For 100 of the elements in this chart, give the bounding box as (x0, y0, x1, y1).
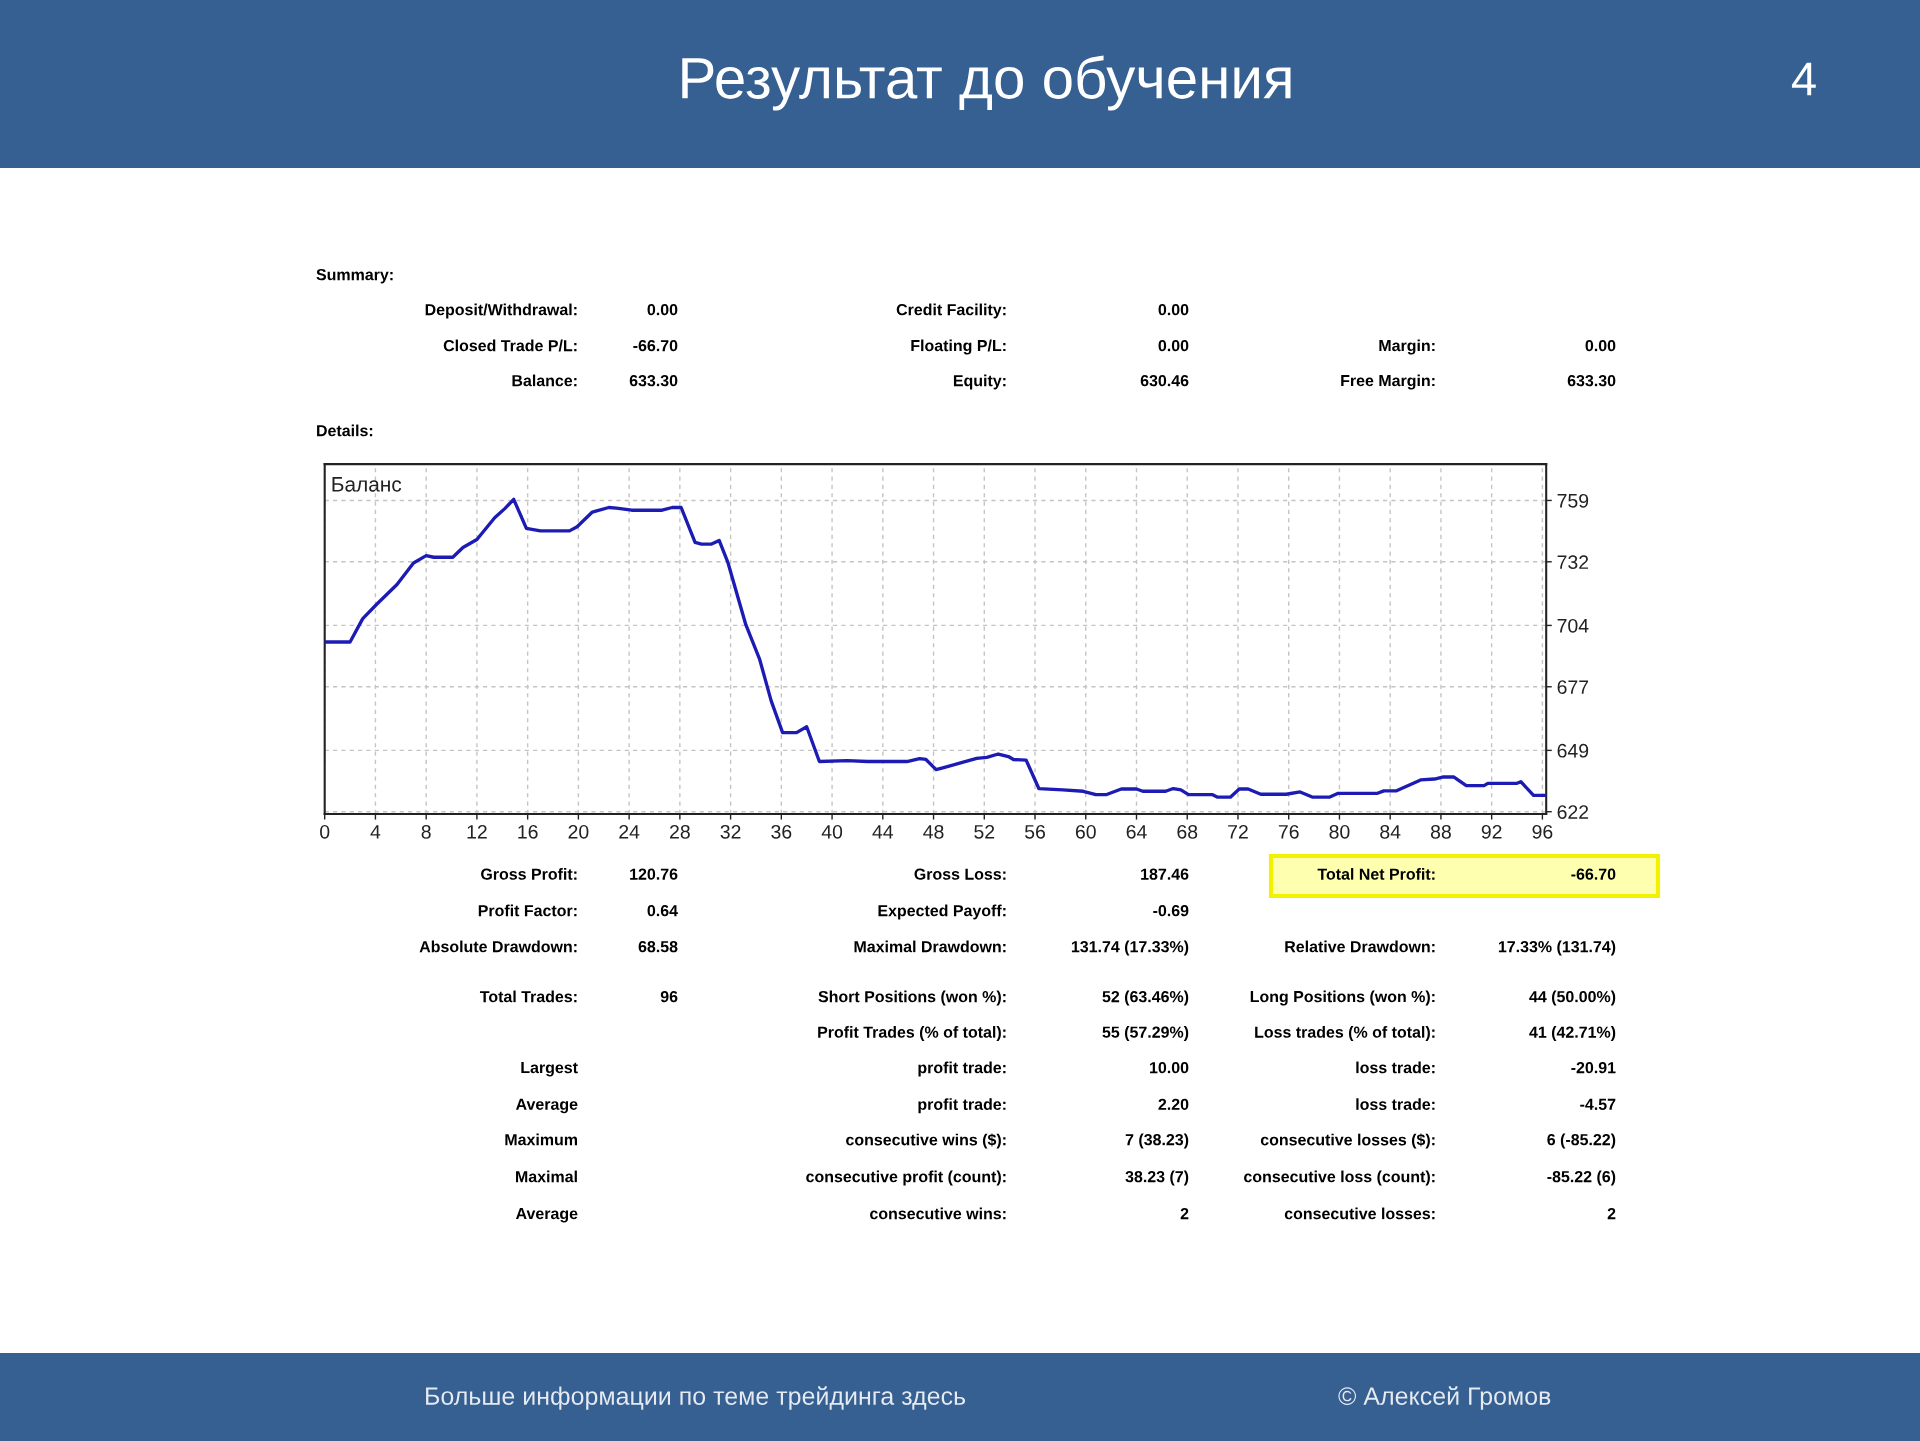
x-tick-label: 80 (1329, 824, 1350, 839)
chart-title: Результат до обучения (682, 55, 1291, 111)
text: © Алексей Громов (1338, 1386, 1551, 1410)
text: loss trade: (1356, 1061, 1435, 1074)
text: Closed Trade P/L: (443, 339, 577, 352)
text: 2 (1607, 1207, 1616, 1220)
text: consecutive losses ($): (1260, 1133, 1435, 1149)
x-tick-label: 56 (1024, 824, 1045, 839)
text: consecutive loss (count): (1244, 1170, 1435, 1186)
text: 6 (-85.22) (1547, 1133, 1616, 1149)
text: 633.30 (629, 374, 678, 387)
text: -66.70 (633, 339, 678, 352)
text: consecutive profit (count): (806, 1170, 1006, 1186)
x-tick-label: 60 (1075, 824, 1096, 839)
text: Details: (317, 424, 373, 437)
x-tick-label: 64 (1126, 824, 1147, 839)
text: 131.74 (17.33%) (1071, 940, 1189, 956)
text: Margin: (1379, 339, 1435, 355)
x-tick-label: 32 (720, 824, 741, 839)
text: Profit Trades (% of total): (818, 1026, 1006, 1041)
text: -85.22 (6) (1547, 1170, 1616, 1186)
text: 44 (50.00%) (1529, 990, 1616, 1006)
x-tick-label: 68 (1177, 824, 1198, 839)
text: 187.46 (1141, 868, 1189, 880)
x-tick-label: 92 (1481, 824, 1502, 839)
text: Relative Drawdown: (1285, 940, 1435, 953)
text: -20.91 (1571, 1061, 1616, 1074)
y-tick-label: 732 (1557, 555, 1589, 570)
text: 2 (1180, 1207, 1189, 1220)
x-tick-label: 8 (421, 824, 431, 839)
text: 0.00 (1158, 303, 1189, 316)
text: 10.00 (1150, 1061, 1189, 1074)
text: 96 (660, 990, 678, 1003)
text: 4 (1791, 62, 1816, 96)
text: Average (515, 1098, 578, 1114)
x-tick-label: 84 (1380, 824, 1401, 839)
x-tick-label: 28 (670, 824, 690, 839)
text: 52 (63.46%) (1102, 990, 1189, 1006)
y-tick-label: 649 (1557, 743, 1589, 758)
text: 7 (38.23) (1125, 1133, 1189, 1149)
text: 0.00 (1585, 339, 1616, 352)
text: consecutive losses: (1284, 1207, 1435, 1220)
text: loss trade: (1356, 1098, 1435, 1110)
text: Total Net Profit: (1317, 868, 1435, 880)
x-tick-label: 88 (1430, 824, 1451, 839)
text: Absolute Drawdown: (419, 940, 577, 953)
text: 2.20 (1158, 1098, 1189, 1110)
text: Gross Loss: (914, 868, 1006, 880)
text: -0.69 (1153, 904, 1189, 917)
text: 55 (57.29%) (1102, 1026, 1189, 1041)
x-tick-label: 12 (467, 824, 487, 839)
text: 633.30 (1567, 374, 1616, 387)
x-tick-label: 76 (1278, 824, 1299, 839)
x-tick-label: 52 (974, 824, 995, 839)
text: Long Positions (won %): (1250, 990, 1435, 1006)
text: Average (515, 1208, 578, 1223)
text: Maximal (516, 1170, 577, 1183)
line-series (324, 497, 1547, 799)
text: Expected Payoff: (878, 904, 1006, 920)
text: consecutive wins: (870, 1207, 1006, 1220)
x-tick-label: 96 (1532, 824, 1553, 839)
text: 41 (42.71%) (1529, 1026, 1616, 1041)
text: 120.76 (630, 868, 678, 880)
text: 0.00 (1158, 339, 1189, 352)
y-tick-label: 704 (1557, 618, 1589, 633)
text: 630.46 (1140, 374, 1189, 387)
text: Short Positions (won %): (818, 990, 1006, 1006)
annotation: Баланс (332, 477, 402, 492)
text: Floating P/L: (911, 339, 1006, 355)
text: Maximum (505, 1133, 578, 1146)
text: profit trade: (918, 1098, 1006, 1114)
text: -66.70 (1571, 868, 1616, 880)
text: consecutive wins ($): (846, 1133, 1006, 1149)
text: profit trade: (918, 1061, 1006, 1077)
text: 0.00 (647, 303, 678, 316)
x-tick-label: 72 (1228, 824, 1248, 839)
x-tick-label: 40 (821, 824, 843, 839)
text: Summary: (316, 268, 393, 284)
text: Deposit/Withdrawal: (425, 303, 577, 319)
y-tick-label: 759 (1557, 493, 1589, 508)
x-tick-label: 44 (872, 825, 894, 839)
text: 0.64 (647, 904, 678, 917)
text: Total Trades: (479, 990, 577, 1003)
x-tick-label: 36 (771, 824, 792, 839)
text: Profit Factor: (478, 904, 577, 917)
text: Loss trades (% of total): (1255, 1026, 1435, 1041)
x-tick-label: 0 (320, 824, 330, 839)
text: Equity: (953, 374, 1006, 390)
y-tick-label: 677 (1557, 680, 1589, 694)
text: Credit Facility: (896, 303, 1006, 319)
text: 68.58 (638, 940, 678, 953)
x-tick-label: 16 (518, 824, 538, 839)
x-tick-label: 20 (568, 824, 589, 839)
text: 38.23 (7) (1125, 1170, 1189, 1186)
text: Free Margin: (1341, 374, 1435, 390)
text: Больше информации по теме трейдинга здесь (426, 1386, 966, 1410)
text: Balance: (512, 374, 577, 387)
text: Maximal Drawdown: (854, 940, 1006, 953)
x-tick-label: 48 (923, 824, 944, 839)
text: 17.33% (131.74) (1498, 940, 1616, 956)
